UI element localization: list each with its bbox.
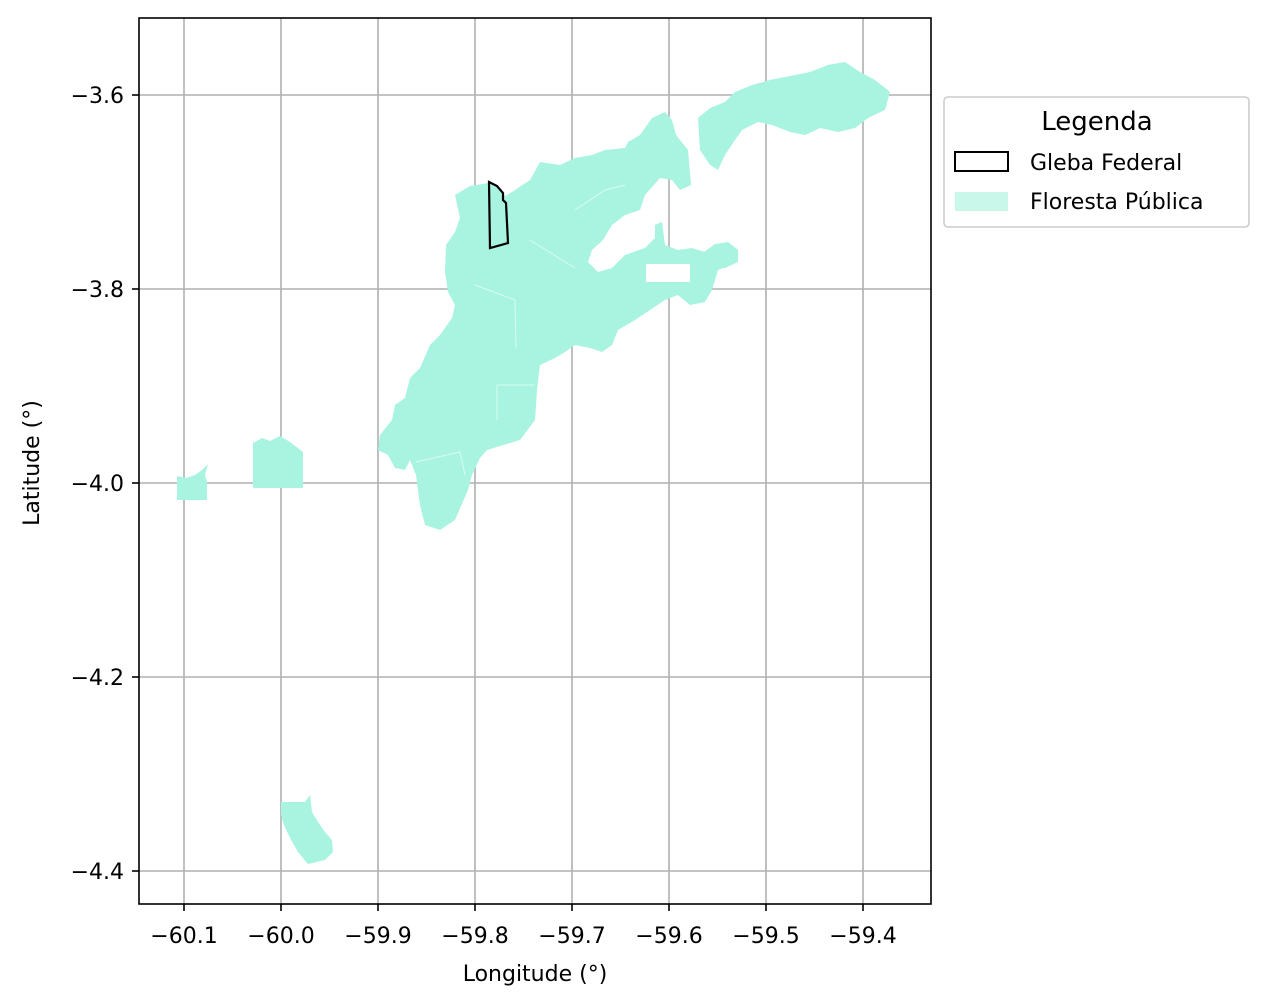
forest-far-west-patch bbox=[177, 464, 208, 500]
x-tick-label: −59.4 bbox=[829, 924, 896, 949]
x-tick-label: −59.9 bbox=[344, 924, 411, 949]
legend-label-floresta: Floresta Pública bbox=[1030, 190, 1203, 215]
forest-main-region bbox=[378, 112, 738, 530]
legend-label-gleba: Gleba Federal bbox=[1030, 151, 1182, 176]
x-tick-labels: −60.1 −60.0 −59.9 −59.8 −59.7 −59.6 −59.… bbox=[150, 924, 896, 949]
y-tick-label: −3.8 bbox=[71, 278, 124, 303]
legend-box bbox=[943, 96, 1250, 228]
forest-subdivision-2 bbox=[415, 451, 466, 476]
forest-inner-gap bbox=[646, 264, 690, 282]
y-tick-label: −4.4 bbox=[71, 860, 124, 885]
forest-subdivision-4 bbox=[574, 184, 626, 211]
y-tick-labels: −3.6 −3.8 −4.0 −4.2 −4.4 bbox=[71, 84, 124, 885]
y-tick-label: −4.0 bbox=[71, 472, 124, 497]
x-axis-title: Longitude (°) bbox=[463, 962, 608, 987]
forest-subdivision-5 bbox=[529, 239, 576, 269]
y-tick-label: −4.2 bbox=[71, 666, 124, 691]
legend-swatch-gleba bbox=[954, 151, 1009, 172]
forest-subdivision-1 bbox=[474, 284, 517, 349]
forest-east-island bbox=[700, 242, 738, 268]
legend-title: Legenda bbox=[1041, 107, 1152, 137]
floresta-publica-layer bbox=[177, 62, 890, 864]
forest-northeast-strip bbox=[698, 62, 890, 170]
x-tick-label: −59.7 bbox=[538, 924, 605, 949]
y-tick-label: −3.6 bbox=[71, 84, 124, 109]
x-tick-label: −60.1 bbox=[150, 924, 217, 949]
x-tick-label: −59.6 bbox=[635, 924, 702, 949]
axes-frame bbox=[138, 17, 932, 905]
x-tick-label: −60.0 bbox=[247, 924, 314, 949]
tick-marks bbox=[132, 94, 864, 911]
legend: Legenda Gleba Federal Floresta Pública bbox=[943, 96, 1250, 228]
forest-subdivision-3 bbox=[496, 384, 535, 420]
legend-swatch-floresta bbox=[955, 192, 1008, 211]
y-axis-title: Latitude (°) bbox=[20, 400, 45, 526]
gleba-federal-outline bbox=[487, 180, 510, 250]
forest-west-block bbox=[253, 436, 303, 488]
x-tick-label: −59.5 bbox=[732, 924, 799, 949]
forest-south-island bbox=[281, 795, 333, 864]
x-tick-label: −59.8 bbox=[441, 924, 508, 949]
